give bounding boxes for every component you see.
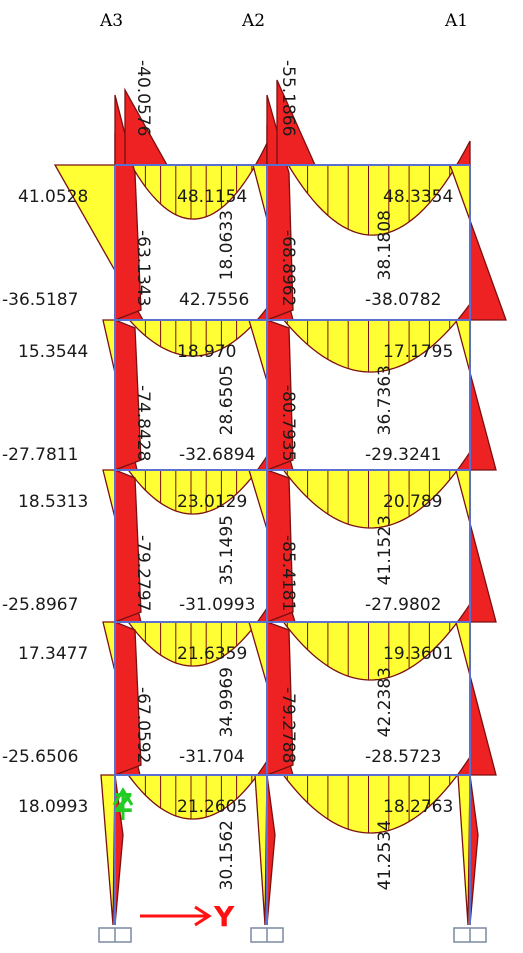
- column-moment-fill: [102, 621, 116, 672]
- column-moment-label: -79.2788: [278, 687, 298, 763]
- ground-column-fill: [254, 774, 268, 926]
- beam-hogging-fill: [456, 449, 471, 471]
- column-moment-fill: [252, 164, 268, 220]
- y-axis-arrow-head: [194, 905, 212, 927]
- beam-moment-label: -36.5187: [2, 290, 78, 310]
- frame-lines: [114, 164, 471, 925]
- column-moment-label: 42.2383: [375, 667, 395, 737]
- beam-moment-label: -25.6506: [2, 747, 78, 767]
- column-moment-label: 36.7363: [375, 365, 395, 435]
- column-moment-label: -68.8962: [278, 230, 298, 306]
- beam-hogging-fill: [455, 140, 471, 166]
- z-axis-label: Z: [114, 789, 133, 819]
- beam-moment-label: 20.789: [383, 492, 442, 512]
- beam-sagging-fill: [282, 774, 459, 834]
- beam-moment-label: 48.3354: [383, 187, 453, 207]
- column-moment-fill: [469, 372, 497, 471]
- beam-moment-label: -28.5723: [365, 747, 441, 767]
- beam-moment-label: 21.2605: [177, 797, 247, 817]
- beam-moment-label: -38.0782: [365, 290, 441, 310]
- beam-hogging-fill: [255, 306, 268, 321]
- column-moment-label: 28.6505: [217, 365, 237, 435]
- z-axis-arrow-head: [112, 787, 134, 806]
- beam-hogging-fill: [456, 754, 471, 776]
- column-moment-label: -67.0592: [133, 687, 153, 763]
- axis-header-a1: A1: [444, 11, 468, 31]
- beam-sagging-fill: [127, 319, 259, 357]
- column-moment-label: -85.4181: [278, 535, 298, 611]
- beam-moment-label: -31.704: [179, 747, 245, 767]
- column-moment-fill: [469, 675, 497, 776]
- column-moment-label: -80.7935: [278, 385, 298, 461]
- column-moment-label: 41.2534: [375, 820, 395, 890]
- column-moment-label: 38.1808: [375, 210, 395, 280]
- beam-hogging-fill: [256, 605, 268, 623]
- column-moment-label: 41.1523: [375, 515, 395, 585]
- column-moment-fill: [248, 621, 268, 685]
- column-moment-label: -40.0576: [133, 60, 153, 136]
- y-axis-label: Y: [213, 900, 235, 933]
- beam-moment-label: 18.970: [177, 342, 236, 362]
- column-moment-label: -74.8428: [133, 385, 153, 461]
- beam-moment-label: 21.6359: [177, 644, 247, 664]
- column-moment-label: 18.0633: [217, 210, 237, 280]
- beam-moment-label: 42.7556: [179, 290, 249, 310]
- moment-fills: [53, 79, 507, 926]
- column-moment-fill: [469, 523, 497, 623]
- column-moment-fill: [248, 319, 268, 382]
- column-moment-label: 30.1562: [217, 820, 237, 890]
- beam-moment-label: 18.2763: [383, 797, 453, 817]
- beam-moment-label: 41.0528: [18, 187, 88, 207]
- beam-moment-label: -27.7811: [2, 445, 78, 465]
- beam-sagging-fill: [282, 621, 459, 681]
- column-moment-label: 35.1495: [217, 515, 237, 585]
- column-moment-fill: [455, 469, 471, 524]
- column-moment-label: -63.1343: [133, 230, 153, 306]
- beam-hogging-fill: [254, 142, 268, 166]
- beam-hogging-fill: [456, 601, 471, 623]
- beam-moment-label: -27.9802: [365, 595, 441, 615]
- column-moment-fill: [455, 621, 471, 676]
- beam-hogging-fill: [256, 758, 268, 776]
- beam-hogging-fill: [456, 302, 471, 321]
- value-labels: 41.0528 48.1154 48.3354 -36.5187 42.7556 -38.…: [2, 60, 453, 890]
- beam-moment-label: 17.1795: [383, 342, 453, 362]
- column-moment-label: -55.1866: [278, 60, 298, 136]
- ground-column-fill: [100, 774, 116, 926]
- beam-moment-label: 18.5313: [18, 492, 88, 512]
- column-moment-label: 34.9969: [217, 667, 237, 737]
- beam-moment-label: 17.3477: [18, 644, 88, 664]
- beam-sagging-fill: [282, 469, 459, 529]
- beam-moment-label: -31.0993: [179, 595, 255, 615]
- beam-sagging-fill: [282, 319, 459, 373]
- ground-column-fill: [457, 774, 471, 926]
- beam-moment-label: -25.8967: [2, 595, 78, 615]
- beam-moment-label: 48.1154: [177, 187, 247, 207]
- beam-moment-label: -29.3241: [365, 445, 441, 465]
- axis-header-a2: A2: [241, 11, 265, 31]
- column-moment-fill: [102, 319, 116, 374]
- column-moment-fill: [469, 220, 507, 321]
- column-moment-fill: [455, 319, 471, 373]
- column-moment-label: -79.2797: [133, 535, 153, 611]
- beam-moment-label: 19.3601: [383, 644, 453, 664]
- axis-triad: ZY: [112, 787, 235, 933]
- supports: [98, 927, 487, 943]
- beam-moment-label: 23.0129: [177, 492, 247, 512]
- axis-header-a3: A3: [99, 11, 123, 31]
- column-moment-fill: [248, 469, 268, 530]
- beam-hogging-fill: [256, 453, 268, 471]
- beam-moment-label: -32.6894: [179, 445, 255, 465]
- ground-column-fill: [266, 774, 276, 926]
- beam-moment-label: 18.0993: [18, 797, 88, 817]
- beam-sagging-fill: [130, 164, 257, 220]
- beam-moment-label: 15.3544: [18, 342, 88, 362]
- column-moment-fill: [102, 469, 116, 519]
- ground-column-fill: [469, 774, 479, 926]
- beam-sagging-fill: [287, 164, 458, 236]
- column-moment-fill: [53, 164, 116, 274]
